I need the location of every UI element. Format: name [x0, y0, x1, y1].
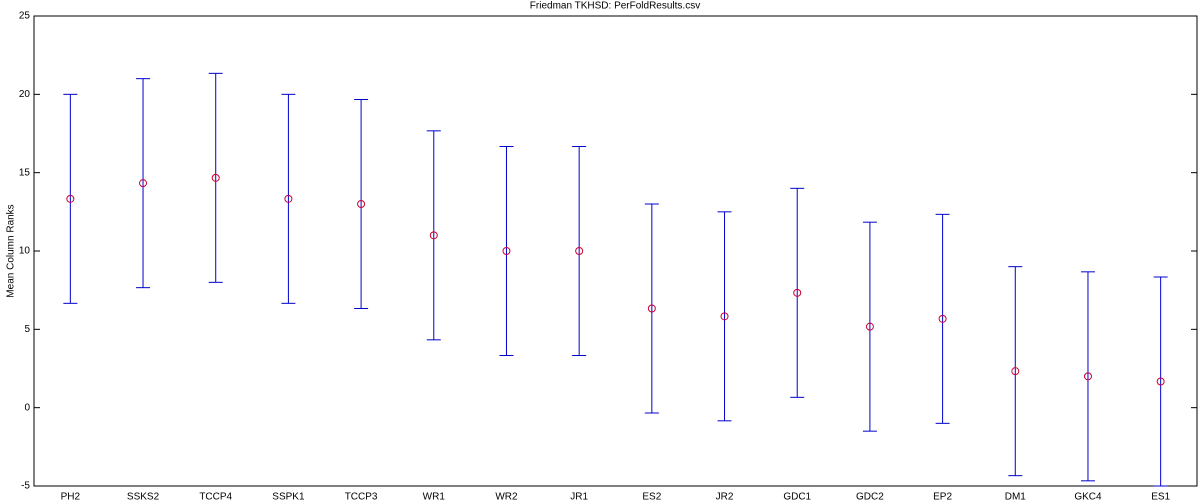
- mean-marker: [139, 179, 148, 188]
- x-tick-label: PH2: [61, 492, 81, 500]
- mean-marker: [865, 322, 874, 331]
- x-tick-label: WR2: [495, 492, 518, 500]
- mean-marker: [938, 314, 947, 323]
- x-tick-label: GDC2: [856, 492, 884, 500]
- x-tick-label: SSPK1: [272, 492, 305, 500]
- mean-marker: [502, 247, 511, 255]
- y-tick-label: 0: [24, 402, 30, 413]
- y-tick-label: 5: [24, 324, 30, 335]
- mean-marker: [575, 247, 584, 255]
- x-tick-label: WR1: [423, 492, 446, 500]
- mean-marker: [1083, 372, 1092, 381]
- y-tick-label: 25: [19, 11, 31, 22]
- mean-marker: [66, 194, 75, 203]
- y-tick-label: 10: [19, 246, 31, 257]
- x-tick-label: ES1: [1151, 492, 1170, 500]
- x-tick-label: JR1: [570, 492, 588, 500]
- x-tick-label: GKC4: [1074, 492, 1102, 500]
- y-tick-label: -5: [21, 481, 30, 492]
- x-tick-label: JR2: [716, 492, 734, 500]
- y-tick-label: 15: [19, 167, 31, 178]
- x-tick-label: SSKS2: [127, 492, 160, 500]
- x-tick-label: TCCP4: [199, 492, 232, 500]
- mean-marker: [720, 312, 729, 321]
- y-tick-label: 20: [19, 89, 31, 100]
- y-axis-label: Mean Column Ranks: [6, 204, 17, 297]
- x-tick-label: DM1: [1005, 492, 1027, 500]
- x-tick-label: GDC1: [783, 492, 811, 500]
- mean-marker: [1011, 367, 1020, 376]
- x-tick-label: EP2: [933, 492, 952, 500]
- mean-marker: [647, 304, 656, 313]
- plot-frame: [33, 15, 1198, 487]
- x-tick-label: ES2: [642, 492, 661, 500]
- mean-marker: [284, 194, 293, 203]
- mean-marker: [1156, 377, 1165, 386]
- mean-marker: [429, 231, 438, 240]
- x-tick-label: TCCP3: [345, 492, 378, 500]
- mean-marker: [211, 173, 220, 182]
- mean-marker: [357, 200, 366, 208]
- chart-title: Friedman TKHSD: PerFoldResults.csv: [530, 1, 700, 12]
- mean-marker: [793, 288, 802, 297]
